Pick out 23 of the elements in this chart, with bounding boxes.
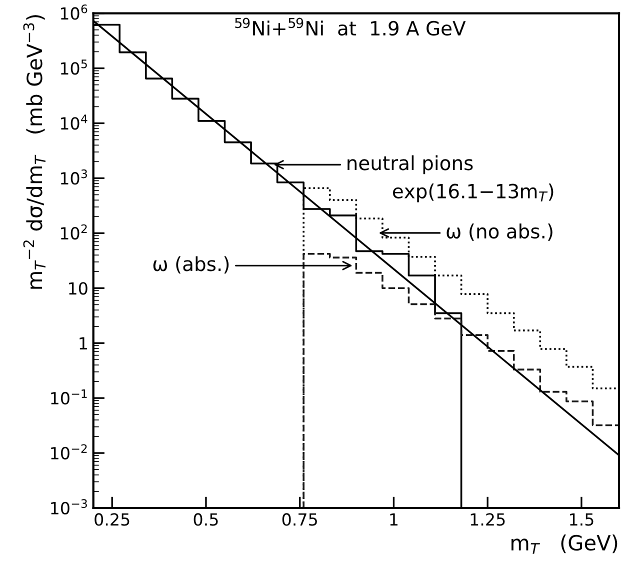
- y-tick-label: 10$^{6}$: [60, 4, 88, 20]
- y-tick-label: 10$^{5}$: [60, 60, 87, 75]
- annotation: neutral pions: [348, 155, 473, 174]
- annotation: ω (abs.): [153, 256, 229, 274]
- y-tick-label: 10$^{−3}$: [51, 499, 87, 514]
- y-tick-label: 10$^{4}$: [60, 114, 88, 130]
- y-tick-label: 1: [80, 337, 87, 350]
- x-tick-label: 0.25: [94, 513, 130, 526]
- x-tick-label: 0.5: [194, 513, 218, 526]
- y-tick-label: 10$^{−2}$: [51, 444, 87, 460]
- y-tick-label: 10$^{3}$: [60, 169, 87, 185]
- x-tick-label: 1: [390, 513, 398, 526]
- annotation: exp(16.1−13m$_{T}$): [392, 183, 554, 202]
- chart-title: $^{59}$Ni+$^{59}$Ni at 1.9 A GeV: [235, 18, 466, 36]
- text: m$_{T}$ (GeV): [512, 534, 618, 554]
- y-tick-label: 10: [69, 282, 88, 295]
- y-tick-label: 10$^{2}$: [60, 224, 87, 240]
- text: m$_{T}$$^{−2}$ dσ/dm$_{T}$ (mb GeV$^{−3}$): [23, 15, 46, 289]
- y-tick-label: 10$^{−1}$: [51, 389, 87, 405]
- annotation: ω (no abs.): [446, 224, 552, 241]
- x-tick-label: 0.75: [282, 513, 317, 526]
- x-tick-label: 1.25: [470, 513, 505, 526]
- x-tick-label: 1.5: [570, 513, 594, 526]
